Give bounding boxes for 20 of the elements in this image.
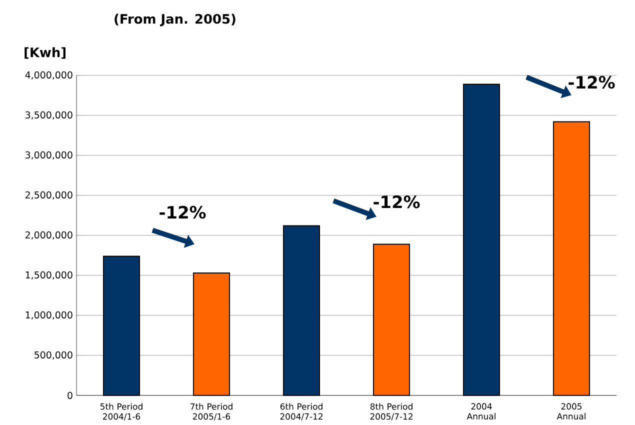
y-tick-label: 0 [68,392,72,399]
x-tick-label: 5th Period 2004/1-6 [100,403,142,420]
x-tick-label: 8th Period 2005/7-12 [370,403,412,420]
y-tick-label: 3,500,000 [26,111,72,120]
annotation: -12% [160,206,206,219]
chart-title: (From Jan. 2005) [114,14,236,26]
y-tick-label: 1,000,000 [26,311,72,320]
y-tick-label: 2,000,000 [26,231,72,240]
y-tick-label: 500,000 [34,351,72,360]
x-tick-label: 6th Period 2004/7-12 [280,403,322,420]
y-tick-label: 4,000,000 [25,71,72,80]
y-axis-title: [Kwh] [24,47,66,59]
y-tick-label: 2,500,000 [26,191,72,200]
y-tick-label: 1,500,000 [26,271,72,280]
x-tick-label: 2004 Annual [466,403,496,420]
x-tick-label: 7th Period 2005/1-6 [190,403,232,420]
x-tick-label: 2005 Annual [556,403,586,420]
y-tick-label: 3,000,000 [26,151,72,160]
annotation: -12% [374,195,420,208]
annotation: -12% [568,76,615,89]
